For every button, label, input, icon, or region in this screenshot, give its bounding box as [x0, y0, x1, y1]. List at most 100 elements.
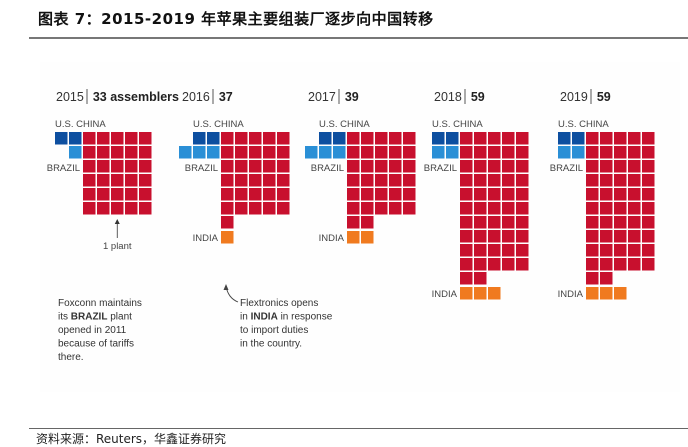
china-cell: [125, 174, 138, 187]
china-cell: [502, 132, 515, 145]
annotation-text: Foxconn maintains: [58, 298, 142, 309]
china-cell: [474, 258, 487, 271]
china-cell: [642, 216, 655, 229]
china-cell: [600, 160, 613, 173]
china-cell: [516, 188, 529, 201]
china-cell: [516, 132, 529, 145]
china-cell: [277, 146, 290, 159]
annotation-emphasis: BRAZIL: [71, 312, 108, 323]
china-cell: [516, 230, 529, 243]
label-us-china: U.S. CHINA: [432, 119, 483, 130]
us-cell: [207, 132, 220, 145]
china-cell: [614, 258, 627, 271]
china-cell: [361, 188, 374, 201]
china-cell: [614, 216, 627, 229]
annotation-text: its: [58, 312, 71, 323]
china-cell: [516, 160, 529, 173]
china-cell: [375, 174, 388, 187]
china-cell: [263, 160, 276, 173]
china-cell: [516, 174, 529, 187]
brazil-cell: [305, 146, 318, 159]
label-india: INDIA: [319, 233, 345, 244]
china-cell: [221, 174, 234, 187]
china-cell: [111, 188, 124, 201]
china-cell: [474, 216, 487, 229]
china-cell: [235, 132, 248, 145]
china-cell: [235, 146, 248, 159]
panel-year: 2016: [182, 90, 210, 104]
china-cell: [83, 132, 96, 145]
china-cell: [139, 146, 152, 159]
chart-panel: [40, 62, 680, 392]
brazil-cell: [446, 146, 459, 159]
china-cell: [375, 188, 388, 201]
china-cell: [502, 202, 515, 215]
china-cell: [263, 188, 276, 201]
china-cell: [361, 160, 374, 173]
panel-total: 39: [345, 90, 359, 104]
china-cell: [474, 230, 487, 243]
china-cell: [249, 160, 262, 173]
china-cell: [614, 202, 627, 215]
china-cell: [628, 258, 641, 271]
panel-year: 2015: [56, 90, 84, 104]
china-cell: [249, 188, 262, 201]
china-cell: [347, 160, 360, 173]
china-cell: [361, 216, 374, 229]
china-cell: [375, 146, 388, 159]
label-brazil: BRAZIL: [550, 163, 583, 174]
china-cell: [111, 132, 124, 145]
china-cell: [488, 188, 501, 201]
china-cell: [83, 160, 96, 173]
china-cell: [600, 174, 613, 187]
china-cell: [97, 202, 110, 215]
title-divider: [29, 37, 688, 39]
china-cell: [249, 202, 262, 215]
china-cell: [460, 188, 473, 201]
china-cell: [97, 160, 110, 173]
china-cell: [600, 188, 613, 201]
china-cell: [221, 202, 234, 215]
china-cell: [474, 188, 487, 201]
brazil-cell: [207, 146, 220, 159]
us-cell: [319, 132, 332, 145]
brazil-cell: [69, 146, 82, 159]
china-cell: [111, 202, 124, 215]
brazil-cell: [333, 146, 346, 159]
panel-title: 2015 33 assemblers: [56, 90, 179, 104]
china-cell: [488, 216, 501, 229]
panel-year: 2018: [434, 90, 462, 104]
annotation-india-line: in INDIA in response: [240, 312, 333, 323]
annotation-text: opened in 2011: [58, 325, 127, 336]
india-cell: [474, 287, 487, 300]
china-cell: [97, 188, 110, 201]
label-brazil: BRAZIL: [47, 163, 80, 174]
china-cell: [600, 230, 613, 243]
china-cell: [488, 202, 501, 215]
india-cell: [614, 287, 627, 300]
china-cell: [83, 146, 96, 159]
china-cell: [460, 202, 473, 215]
china-cell: [389, 146, 402, 159]
china-cell: [361, 202, 374, 215]
annotation-brazil-line: its BRAZIL plant: [58, 312, 132, 323]
annotation-india-line: to import duties: [240, 325, 308, 336]
china-cell: [614, 188, 627, 201]
china-cell: [614, 244, 627, 257]
china-cell: [460, 230, 473, 243]
china-cell: [642, 258, 655, 271]
china-cell: [502, 146, 515, 159]
china-cell: [139, 160, 152, 173]
china-cell: [460, 244, 473, 257]
china-cell: [235, 188, 248, 201]
china-cell: [460, 160, 473, 173]
china-cell: [474, 160, 487, 173]
china-cell: [488, 174, 501, 187]
china-cell: [97, 132, 110, 145]
china-cell: [125, 160, 138, 173]
annotation-text: because of tariffs: [58, 339, 134, 350]
china-cell: [403, 188, 416, 201]
china-cell: [221, 188, 234, 201]
china-cell: [586, 188, 599, 201]
india-cell: [488, 287, 501, 300]
